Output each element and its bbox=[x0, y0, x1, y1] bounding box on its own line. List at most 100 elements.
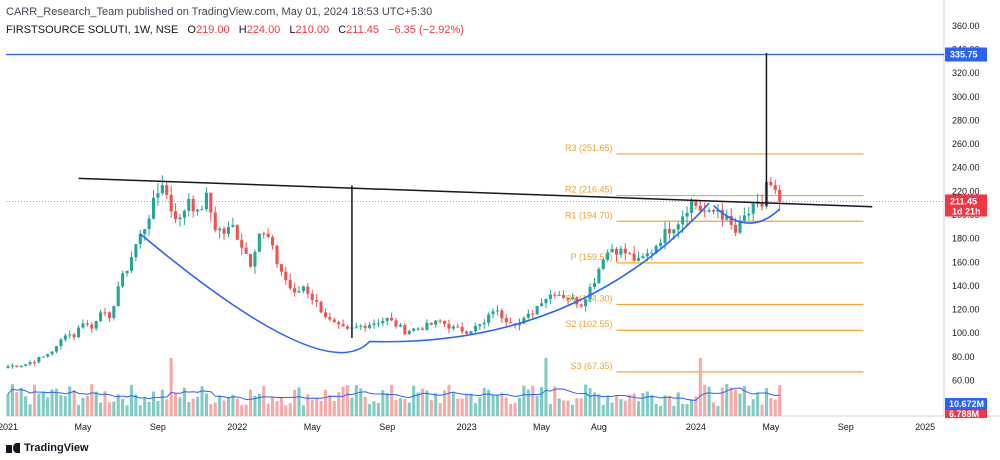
volume-bar bbox=[226, 397, 231, 416]
volume-bar bbox=[301, 405, 305, 416]
volume-bar bbox=[628, 394, 632, 416]
candle-body bbox=[134, 244, 138, 258]
candle-body bbox=[284, 271, 288, 281]
change-value: −6.35 (−2.92%) bbox=[388, 24, 464, 36]
volume-bar bbox=[319, 400, 323, 416]
volume-bar bbox=[707, 386, 711, 416]
volume-label: 6.788M bbox=[949, 409, 979, 419]
candle-body bbox=[760, 202, 764, 207]
volume-bar bbox=[315, 398, 319, 416]
volume-bar bbox=[398, 398, 402, 416]
time-tick-label: 2024 bbox=[686, 422, 706, 432]
volume-bar bbox=[204, 393, 208, 416]
candle-body bbox=[420, 328, 425, 330]
volume-bar bbox=[562, 400, 566, 416]
volume-bar bbox=[751, 399, 755, 416]
volume-bar bbox=[10, 384, 14, 416]
low-label: L bbox=[289, 24, 296, 36]
tradingview-brand: TradingView bbox=[24, 442, 89, 454]
candle-body bbox=[557, 294, 561, 296]
pivot-level-label: R2 (216.45) bbox=[565, 185, 613, 195]
volume-bar bbox=[703, 384, 707, 416]
open-label: O bbox=[187, 24, 196, 36]
volume-bar bbox=[15, 392, 19, 416]
cup-arc bbox=[139, 202, 710, 354]
candle-body bbox=[301, 286, 305, 292]
candle-body bbox=[37, 356, 41, 363]
time-tick-label: May bbox=[533, 422, 551, 432]
candle-body bbox=[526, 313, 530, 318]
volume-bar bbox=[747, 405, 751, 416]
candle-body bbox=[169, 194, 173, 212]
high-value: 224.00 bbox=[246, 24, 281, 36]
candle-body bbox=[257, 233, 261, 252]
candle-body bbox=[341, 324, 345, 327]
volume-bar bbox=[438, 403, 442, 416]
volume-bar bbox=[174, 392, 178, 416]
candle-body bbox=[584, 299, 588, 307]
volume-bar bbox=[601, 404, 605, 416]
volume-bar bbox=[121, 399, 125, 416]
candle-body bbox=[41, 356, 45, 358]
volume-bar bbox=[584, 384, 588, 416]
volume-bar bbox=[169, 358, 173, 416]
volume-bar bbox=[729, 387, 733, 416]
candle-body bbox=[125, 270, 129, 274]
volume-bar bbox=[350, 397, 354, 416]
volume-bar bbox=[672, 405, 676, 416]
time-tick-label: 2021 bbox=[0, 422, 18, 432]
candle-body bbox=[588, 286, 592, 300]
candle-body bbox=[769, 181, 773, 186]
handle-arc bbox=[712, 204, 781, 224]
volume-bar bbox=[447, 384, 451, 416]
volume-bar bbox=[637, 401, 641, 416]
volume-ma-label: 10.672M bbox=[949, 399, 984, 409]
volume-bar bbox=[288, 403, 292, 416]
close-label: C bbox=[338, 24, 347, 36]
tradingview-footer[interactable]: TradingView bbox=[6, 442, 89, 454]
volume-bar bbox=[403, 398, 407, 416]
candle-body bbox=[407, 330, 411, 335]
candle-body bbox=[398, 324, 402, 327]
price-tick-label: 160.00 bbox=[952, 257, 980, 267]
volume-bar bbox=[659, 405, 663, 416]
candle-body bbox=[85, 323, 89, 325]
candle-body bbox=[579, 304, 583, 307]
volume-bar bbox=[332, 400, 336, 416]
pivot-level-label: R1 (194.70) bbox=[565, 210, 613, 220]
candle-body bbox=[390, 317, 394, 321]
candle-body bbox=[218, 228, 222, 231]
candle-body bbox=[751, 203, 755, 214]
volume-bar bbox=[50, 389, 54, 416]
volume-tag bbox=[945, 410, 987, 418]
candle-body bbox=[465, 331, 469, 334]
candle-body bbox=[19, 365, 23, 367]
volume-bar bbox=[6, 394, 10, 416]
candle-body bbox=[288, 280, 292, 289]
volume-bar bbox=[160, 389, 164, 416]
candle-body bbox=[482, 322, 486, 325]
candle-body bbox=[129, 257, 134, 271]
candle-body bbox=[143, 229, 147, 234]
close-value: 211.45 bbox=[346, 24, 379, 36]
time-tick-label: May bbox=[304, 422, 322, 432]
volume-bar bbox=[231, 394, 235, 416]
candle-body bbox=[469, 331, 473, 334]
candle-body bbox=[376, 323, 380, 325]
candle-body bbox=[500, 310, 504, 319]
volume-bar bbox=[275, 401, 279, 416]
symbol-title: FIRSTSOURCE SOLUTI, 1W, NSE bbox=[6, 24, 179, 36]
candle-body bbox=[685, 212, 689, 217]
volume-bar bbox=[363, 396, 367, 416]
time-tick-label: May bbox=[74, 422, 92, 432]
candle-body bbox=[672, 229, 676, 234]
candle-body bbox=[689, 199, 694, 213]
candle-body bbox=[112, 306, 116, 319]
candle-body bbox=[328, 317, 332, 320]
candle-body bbox=[222, 228, 226, 234]
volume-bar bbox=[235, 398, 239, 416]
volume-bar bbox=[63, 396, 67, 416]
candle-body bbox=[10, 365, 14, 367]
volume-bar bbox=[548, 404, 552, 416]
